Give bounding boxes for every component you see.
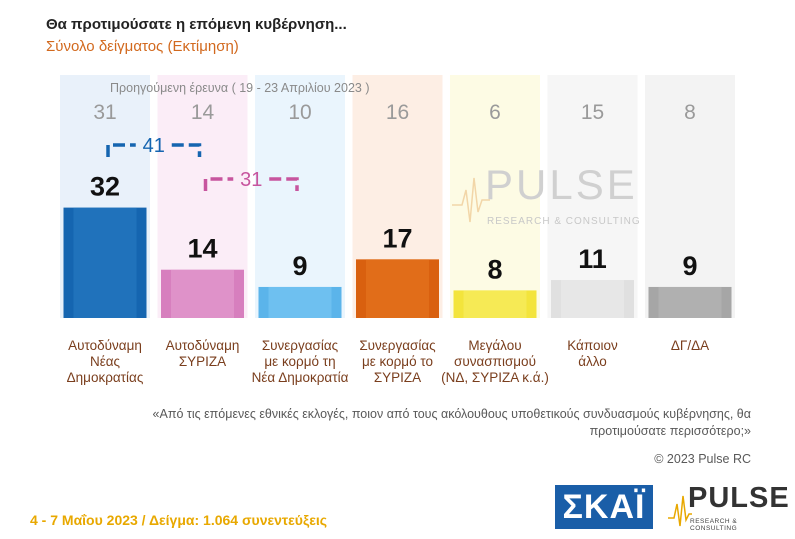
previous-value-label: 6 (489, 101, 501, 124)
survey-question: «Από τις επόμενες εθνικές εκλογές, ποιον… (152, 407, 751, 438)
pulse-wave-icon (668, 495, 692, 527)
category-label: Αυτοδύναμη Νέας Δημοκρατίας (67, 338, 144, 385)
previous-value-label: 31 (93, 101, 116, 124)
previous-value-label: 15 (581, 101, 604, 124)
bar-chart: PULSE RESEARCH & CONSULTING 32 31 Αυτοδύναμη… (60, 75, 735, 385)
previous-survey-label: Προηγούμενη έρευνα ( 19 - 23 Απριλίου 20… (110, 81, 370, 95)
bracket-line (106, 143, 136, 157)
category-label: Μεγάλου συνασπισμού (ΝΔ, ΣΥΡΙΖΑ κ.ά.) (441, 338, 549, 385)
bar-highlight (366, 259, 429, 318)
watermark-wave-icon (452, 177, 490, 223)
bar-highlight (658, 286, 722, 318)
data-label: 32 (90, 172, 120, 202)
chart-subtitle: Σύνολο δείγματος (Εκτίμηση) (46, 38, 239, 55)
data-label: 9 (682, 251, 697, 281)
watermark-text: PULSE (485, 161, 638, 208)
chart-title: Θα προτιμούσατε η επόμενη κυβέρνηση... (46, 16, 347, 33)
survey-info-footer: 4 - 7 Μαΐου 2023 / Δείγμα: 1.064 συνεντε… (30, 512, 328, 528)
pulse-logo: PULSE RESEARCH & CONSULTING (668, 482, 789, 532)
category-label: Συνεργασίας με κορμό το ΣΥΡΙΖΑ (359, 338, 436, 385)
category-label: ΔΓ/ΔΑ (671, 338, 709, 353)
bar-highlight (268, 286, 332, 318)
category-label: Κάποιον άλλο (567, 338, 618, 369)
previous-value-label: 16 (386, 101, 409, 124)
bracket-label: 41 (143, 135, 165, 157)
previous-value-label: 14 (191, 101, 215, 124)
data-label: 11 (578, 244, 607, 274)
bar-highlight (171, 269, 234, 318)
watermark-subtext: RESEARCH & CONSULTING (487, 216, 641, 227)
bracket-line (203, 177, 234, 191)
pulse-logo-text: PULSE (688, 482, 790, 514)
column-background (645, 75, 735, 318)
previous-value-label: 10 (288, 101, 311, 124)
bracket-line (269, 177, 299, 191)
bar-highlight (463, 290, 527, 318)
category-label: Αυτοδύναμη ΣΥΡΙΖΑ (166, 338, 240, 369)
data-label: 8 (487, 254, 502, 284)
data-label: 17 (382, 223, 412, 253)
category-label: Συνεργασίας με κορμό τη Νέα Δημοκρατία (252, 338, 349, 385)
bar-highlight (73, 207, 137, 318)
bracket-line (171, 143, 202, 157)
column-background (255, 75, 345, 318)
skai-logo: ΣΚΑΪ (555, 485, 653, 529)
column-background (547, 75, 638, 318)
data-label: 9 (292, 251, 307, 281)
previous-value-label: 8 (684, 101, 696, 124)
bar-highlight (561, 280, 624, 318)
data-label: 14 (187, 234, 217, 264)
pulse-logo-subtext: RESEARCH & CONSULTING (690, 518, 738, 532)
bracket-label: 31 (240, 169, 262, 191)
copyright: © 2023 Pulse RC (654, 452, 751, 466)
